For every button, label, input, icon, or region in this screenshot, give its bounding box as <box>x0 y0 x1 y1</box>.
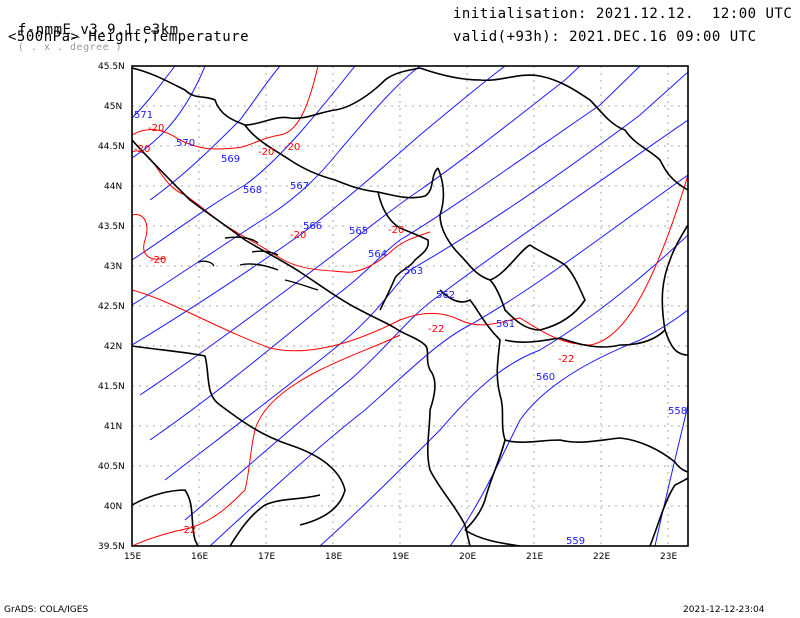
y-axis-labels: 45.5N 45N 44.5N 44N 43.5N 43N 42.5N 42N … <box>98 62 125 552</box>
height-contour-567 <box>132 66 421 306</box>
height-contour-564 <box>149 66 641 441</box>
y-tick-label: 41N <box>104 422 122 432</box>
height-label: 561 <box>496 319 515 330</box>
height-contour-563 <box>164 71 688 481</box>
temp-label: -20 <box>388 225 404 236</box>
border-macedonia <box>504 328 688 356</box>
height-contour-566 <box>132 66 506 346</box>
height-label: 566 <box>303 221 322 232</box>
border-montenegro-albania <box>439 289 506 531</box>
height-label: 558 <box>668 406 687 417</box>
x-tick-label: 16E <box>191 552 208 562</box>
border-bosnia <box>244 124 439 199</box>
footer-credit: GrADS: COLA/IGES <box>4 605 89 615</box>
border-slovenia-croatia <box>132 67 421 126</box>
x-tick-label: 18E <box>325 552 342 562</box>
y-tick-label: 43.5N <box>98 222 125 232</box>
dalmatian-islands <box>197 236 319 291</box>
border-bosnia-south <box>377 191 430 311</box>
init-time: initialisation: 2021.12.12. 12:00 UTC <box>453 6 793 22</box>
border-serbia <box>419 67 688 191</box>
x-tick-label: 15E <box>124 552 141 562</box>
temp-label: -20 <box>284 142 300 153</box>
y-tick-label: 43N <box>104 262 122 272</box>
model-name: f-nmmE_v3.9.1-e3km <box>17 22 179 38</box>
height-label: 571 <box>134 110 153 121</box>
x-tick-label: 20E <box>459 552 476 562</box>
height-contour-labels: 571 570 569 568 567 566 565 564 563 562 … <box>134 110 687 547</box>
coastlines-borders <box>132 67 688 546</box>
coastline-italy-west <box>132 345 346 526</box>
level-title: <500hPa> Height,Temperature <box>8 29 250 45</box>
y-tick-label: 40N <box>104 502 122 512</box>
y-tick-label: 39.5N <box>98 542 125 552</box>
coast-aegean <box>649 477 688 546</box>
height-contour-562 <box>184 119 688 521</box>
height-label: 565 <box>349 226 368 237</box>
model-title: f-nmmE_v3.9.1-e3km ( . x . degree ) <box>0 6 179 54</box>
coastline-adriatic-east <box>132 139 471 546</box>
height-label: 562 <box>436 290 455 301</box>
height-label: 569 <box>221 154 240 165</box>
temp-label: -22 <box>428 324 444 335</box>
temp-contour-22a <box>132 174 688 352</box>
temp-contour-20a <box>132 66 319 150</box>
x-tick-label: 17E <box>258 552 275 562</box>
units-label: ( . x . degree ) <box>17 42 123 53</box>
x-tick-label: 22E <box>593 552 610 562</box>
height-label: 564 <box>368 249 387 260</box>
temp-label: -22 <box>180 525 196 536</box>
height-label: 567 <box>290 181 309 192</box>
footer-timestamp: 2021-12-12-23:04 <box>683 605 765 615</box>
height-contour-568 <box>132 66 356 261</box>
temp-label: -20 <box>258 147 274 158</box>
height-label: 568 <box>243 185 262 196</box>
height-contour-560 <box>319 234 688 546</box>
height-contour-558 <box>654 404 688 546</box>
height-contour-569 <box>149 66 281 201</box>
temp-label: -20 <box>134 144 150 155</box>
coast-greece <box>464 529 521 546</box>
temp-contour-20b <box>132 150 431 273</box>
border-bulgaria <box>661 224 688 331</box>
y-tick-label: 42.5N <box>98 302 125 312</box>
valid-time: valid(+93h): 2021.DEC.16 09:00 UTC <box>453 29 757 45</box>
x-tick-label: 23E <box>660 552 677 562</box>
height-label: 559 <box>566 536 585 547</box>
border-serbia-south <box>437 167 531 281</box>
temp-label: -20 <box>148 123 164 134</box>
y-tick-label: 42N <box>104 342 122 352</box>
coastline-italy-calabria <box>229 494 321 546</box>
x-tick-label: 21E <box>526 552 543 562</box>
temperature-contours <box>132 66 688 546</box>
temperature-contour-labels: -20 -20 -20 -20 -20 -20 -20 -22 -22 -22 <box>134 123 574 536</box>
temp-contour-20c <box>132 214 166 260</box>
x-axis-labels: 15E 16E 17E 18E 19E 20E 21E 22E 23E <box>124 552 677 562</box>
plot-frame <box>131 65 689 547</box>
y-tick-label: 44.5N <box>98 142 125 152</box>
x-tick-label: 19E <box>392 552 409 562</box>
y-tick-label: 45.5N <box>98 62 125 72</box>
height-label: 563 <box>404 266 423 277</box>
temp-contour-22b <box>132 334 401 546</box>
height-contour-565 <box>139 66 581 396</box>
height-contours <box>132 66 688 546</box>
height-contour-571 <box>132 66 176 119</box>
height-label: 570 <box>176 138 195 149</box>
y-tick-label: 41.5N <box>98 382 125 392</box>
height-contour-561 <box>209 174 688 546</box>
y-tick-label: 40.5N <box>98 462 125 472</box>
coastline-italy-heel <box>132 489 199 546</box>
border-greece-north <box>504 437 688 473</box>
y-tick-label: 45N <box>104 102 122 112</box>
temp-label: -20 <box>150 255 166 266</box>
y-tick-label: 44N <box>104 182 122 192</box>
height-label: 560 <box>536 372 555 383</box>
temp-label: -20 <box>290 230 306 241</box>
border-kosovo <box>489 244 586 331</box>
temp-label: -22 <box>558 354 574 365</box>
height-contour-559 <box>449 309 688 546</box>
